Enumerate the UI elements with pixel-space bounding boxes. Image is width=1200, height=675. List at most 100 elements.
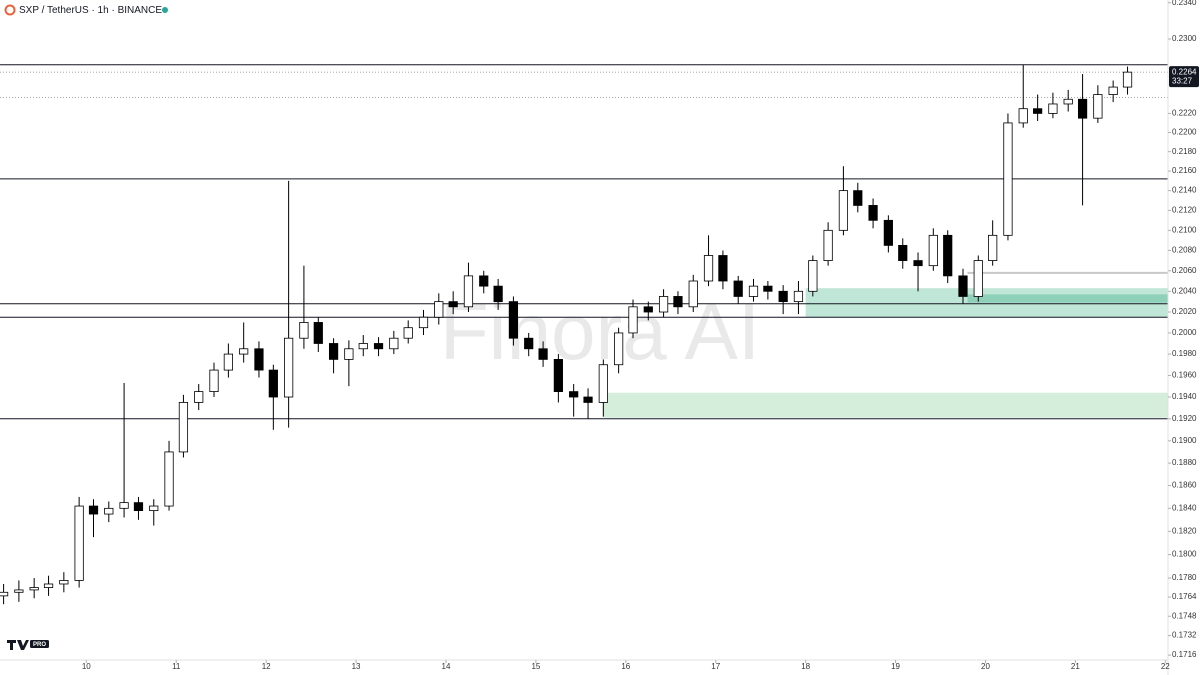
symbol-icon bbox=[4, 4, 16, 16]
x-tick-label: 10 bbox=[82, 662, 91, 671]
y-tick-label: 0.2040 bbox=[1172, 286, 1197, 295]
status-dot bbox=[162, 7, 168, 13]
candle-body bbox=[239, 348, 249, 355]
candle-body bbox=[1077, 98, 1088, 119]
candle-body bbox=[1122, 71, 1133, 88]
candle-body bbox=[598, 364, 608, 403]
x-tick-label: 13 bbox=[352, 662, 361, 671]
y-tick-label: 0.1880 bbox=[1172, 458, 1197, 467]
candle-body bbox=[748, 285, 759, 297]
y-tick-label: 0.1780 bbox=[1172, 573, 1197, 582]
candle-body bbox=[194, 391, 204, 403]
candle-body bbox=[463, 275, 474, 308]
candle-body bbox=[913, 260, 923, 267]
candle-body bbox=[88, 505, 99, 515]
candle-body bbox=[373, 343, 384, 350]
candle-body bbox=[164, 451, 174, 507]
candle-body bbox=[1033, 108, 1043, 114]
candle-body bbox=[389, 337, 399, 350]
candle-body bbox=[1093, 94, 1103, 119]
candle-body bbox=[284, 337, 294, 398]
candle-body bbox=[0, 591, 9, 597]
candle-body bbox=[838, 190, 849, 231]
candle-body bbox=[583, 396, 593, 403]
candle-body bbox=[538, 348, 548, 360]
candle-body bbox=[434, 301, 444, 318]
candle-body bbox=[403, 327, 413, 339]
candle-body bbox=[508, 301, 519, 339]
y-tick-label: 0.2000 bbox=[1172, 328, 1197, 337]
candle-body bbox=[673, 296, 683, 308]
candle-body bbox=[59, 580, 69, 585]
candle-body bbox=[299, 322, 309, 339]
levels-layer bbox=[0, 64, 1168, 420]
candle-body bbox=[793, 290, 804, 303]
y-tick-label: 0.1920 bbox=[1172, 414, 1197, 423]
x-tick-label: 21 bbox=[1071, 662, 1080, 671]
candle-body bbox=[703, 255, 714, 282]
y-tick-label: 0.1960 bbox=[1172, 371, 1197, 380]
price-tag bbox=[1169, 66, 1199, 88]
y-tick-label: 0.2200 bbox=[1172, 128, 1197, 137]
candle-body bbox=[1063, 98, 1073, 105]
x-tick-label: 11 bbox=[172, 662, 181, 671]
candle-body bbox=[868, 205, 878, 221]
candle-body bbox=[418, 316, 429, 329]
y-tick-label: 0.1732 bbox=[1172, 631, 1197, 640]
candle-body bbox=[209, 369, 219, 393]
x-tick-label: 14 bbox=[442, 662, 451, 671]
x-tick-label: 16 bbox=[621, 662, 630, 671]
y-tick-label: 0.1800 bbox=[1172, 550, 1197, 559]
candle-body bbox=[943, 234, 953, 277]
candle-body bbox=[524, 337, 534, 350]
candle-body bbox=[733, 280, 743, 297]
y-tick-label: 0.2020 bbox=[1172, 307, 1197, 316]
y-tick-label: 0.2220 bbox=[1172, 109, 1197, 118]
candle-body bbox=[553, 359, 563, 393]
candle-body bbox=[614, 332, 624, 366]
candle-body bbox=[448, 301, 458, 308]
candle-body bbox=[104, 507, 114, 515]
x-tick-label: 12 bbox=[262, 662, 271, 671]
y-tick-label: 0.2100 bbox=[1172, 225, 1197, 234]
candle-body bbox=[14, 589, 24, 593]
watermark: Finora AI bbox=[440, 287, 760, 376]
candle-body bbox=[898, 244, 908, 261]
y-tick-label: 0.1764 bbox=[1172, 592, 1197, 601]
logo-badge bbox=[30, 640, 49, 648]
price-tag-countdown: 33:27 bbox=[1172, 76, 1193, 85]
y-tick-label: 0.1980 bbox=[1172, 349, 1197, 358]
price-zone bbox=[603, 392, 1168, 418]
candle-body bbox=[178, 402, 189, 453]
candle-body bbox=[149, 505, 159, 512]
candle-body bbox=[688, 280, 698, 308]
candle-body bbox=[569, 391, 579, 398]
x-tick-label: 20 bbox=[981, 662, 990, 671]
candle-body bbox=[254, 348, 264, 371]
header: SXP / TetherUS · 1h · BINANCE bbox=[4, 4, 168, 16]
candle-body bbox=[133, 502, 144, 512]
price-zone bbox=[805, 288, 1168, 318]
y-tick-label: 0.1860 bbox=[1172, 481, 1197, 490]
x-tick-label: 22 bbox=[1161, 662, 1170, 671]
price-zone bbox=[967, 294, 1168, 303]
candle-body bbox=[29, 587, 39, 591]
candle-body bbox=[658, 296, 669, 313]
y-tick-label: 0.2160 bbox=[1172, 166, 1197, 175]
x-tick-label: 17 bbox=[711, 662, 720, 671]
y-tick-label: 0.2120 bbox=[1172, 205, 1197, 214]
y-tick-label: 0.1900 bbox=[1172, 436, 1197, 445]
axis-layer: 0.2340 0.2300 0.2220 0.2200 0.2180 0.2160 0.21… bbox=[82, 0, 1199, 671]
candle-body bbox=[268, 369, 278, 398]
candle-body bbox=[479, 275, 489, 287]
x-tick-label: 18 bbox=[801, 662, 810, 671]
candle-body bbox=[1003, 122, 1013, 236]
candle-body bbox=[1018, 108, 1028, 124]
y-tick-label: 0.1820 bbox=[1172, 526, 1197, 535]
y-tick-label: 0.2080 bbox=[1172, 246, 1197, 255]
y-tick-label: 0.2300 bbox=[1172, 34, 1197, 43]
candle-body bbox=[1108, 86, 1118, 95]
y-tick-label: 0.2060 bbox=[1172, 266, 1197, 275]
